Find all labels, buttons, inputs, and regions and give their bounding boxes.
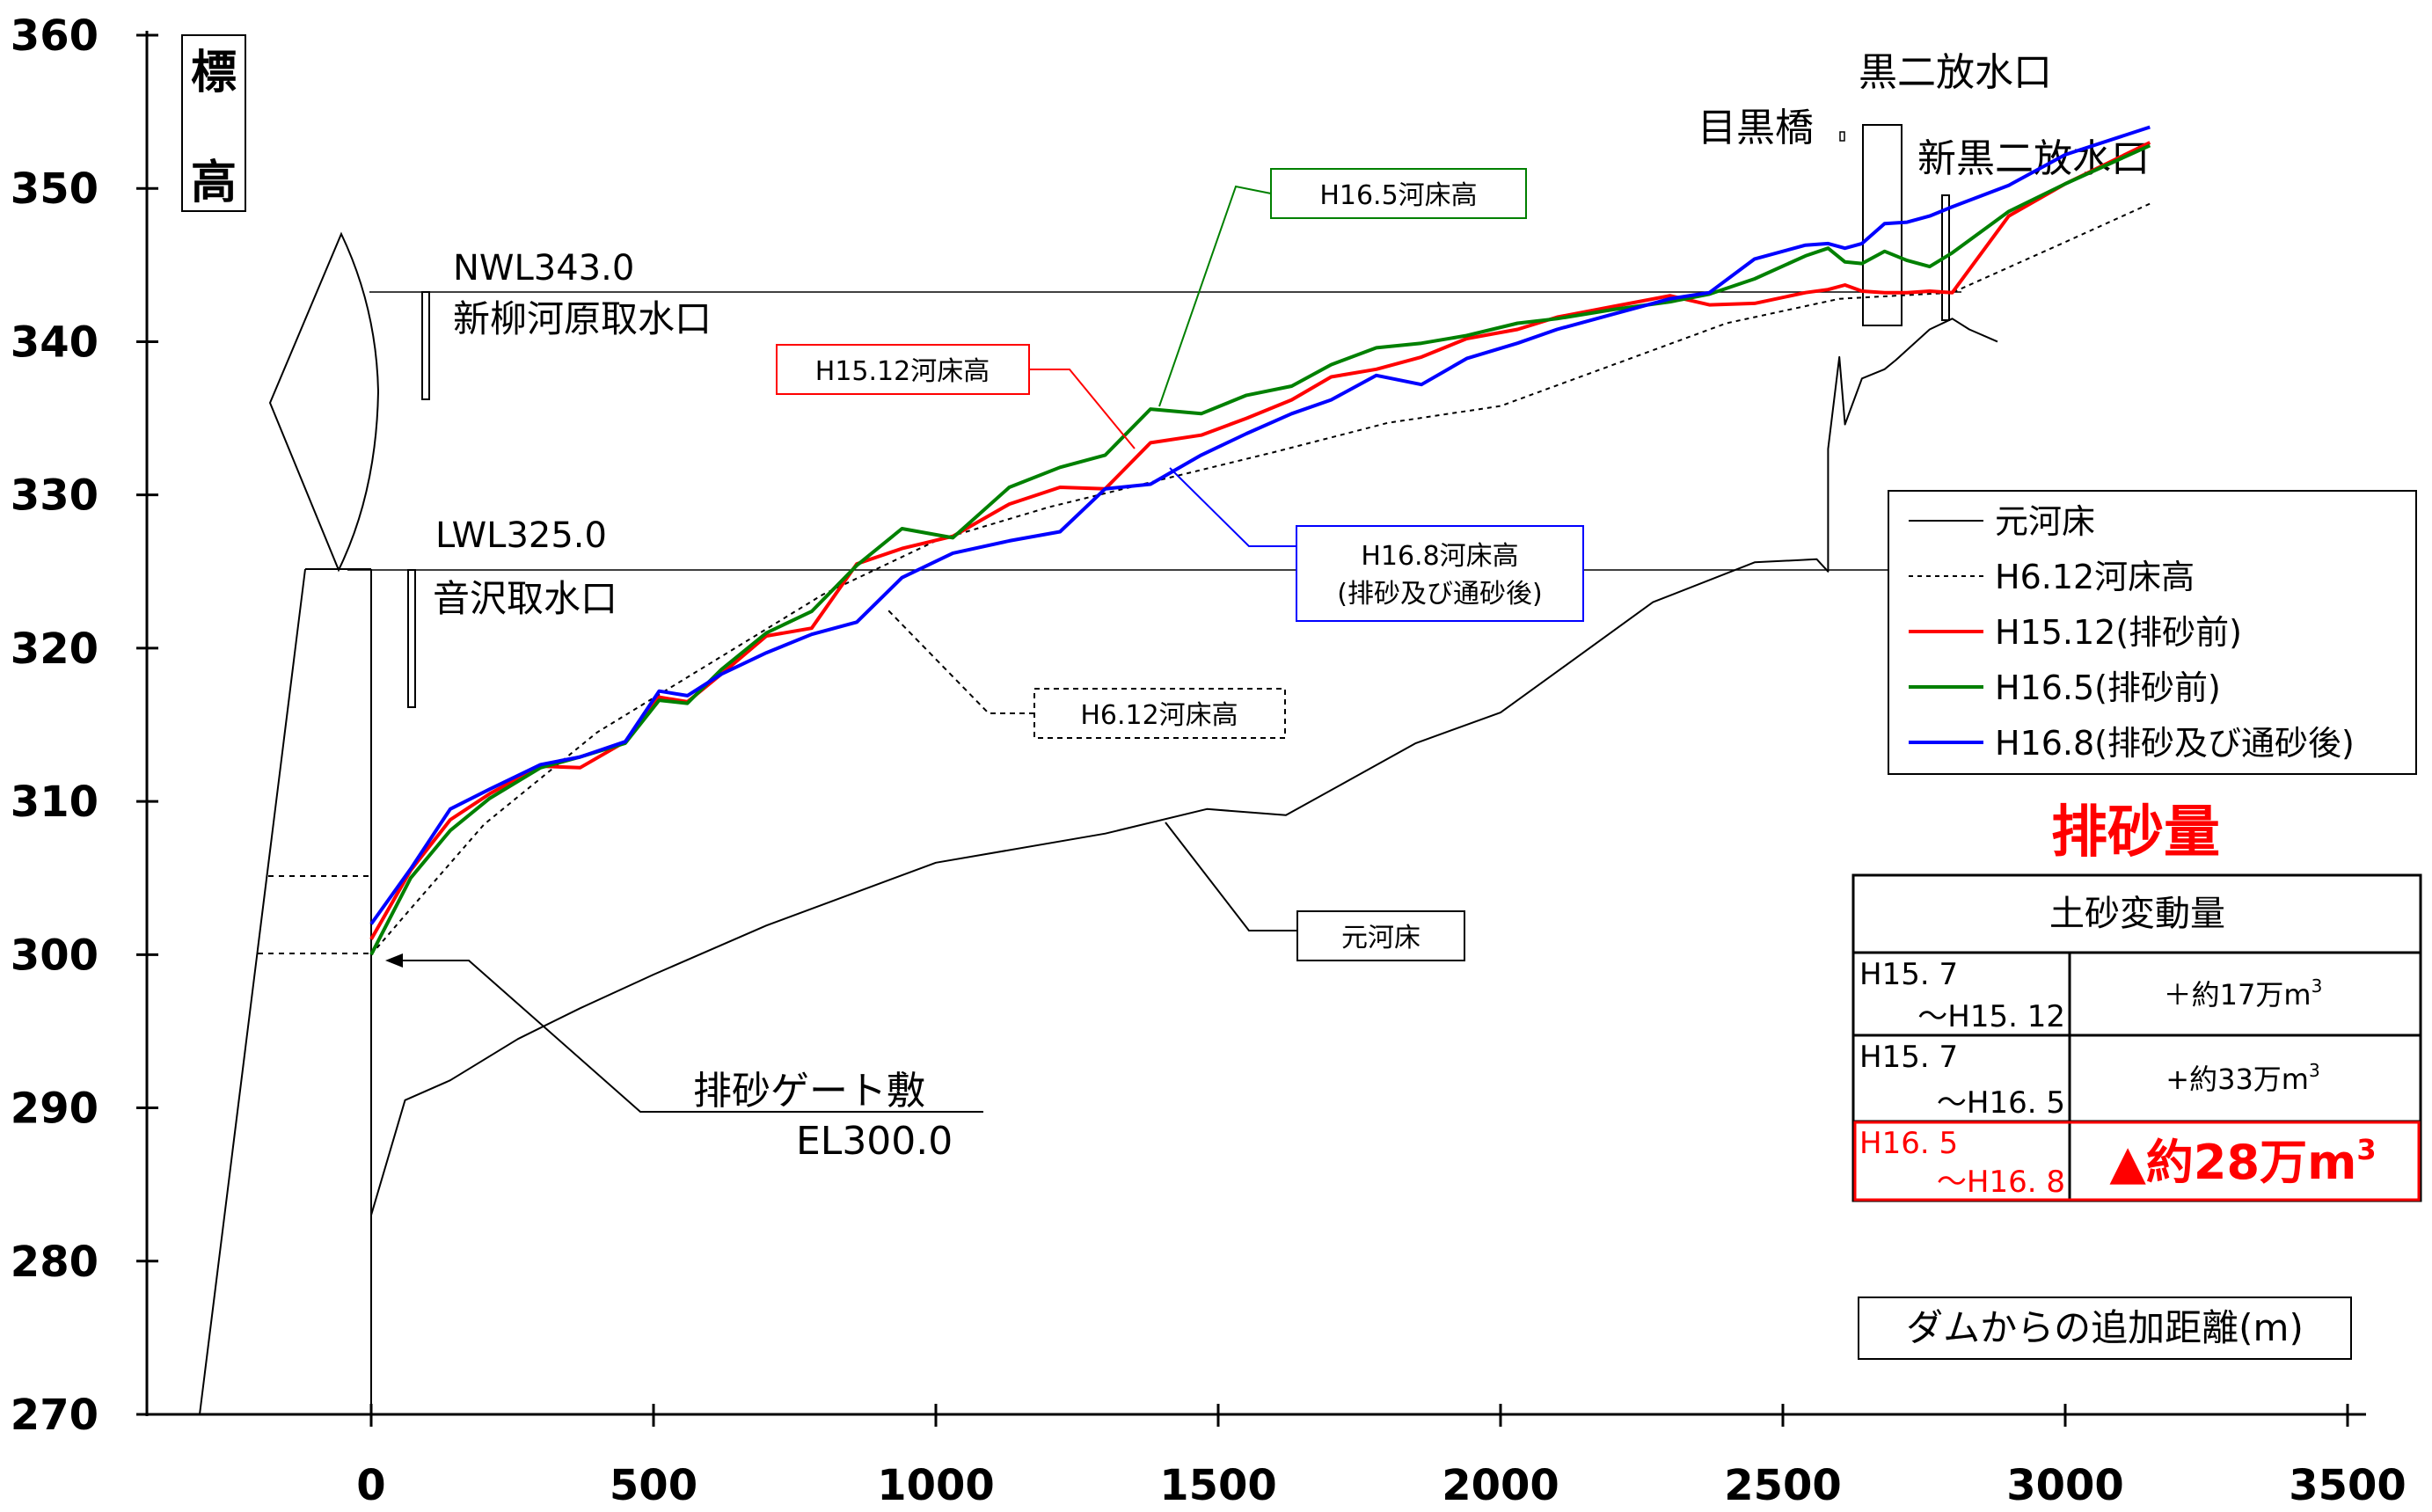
sediment-value-sup: 3: [2356, 1133, 2376, 1166]
y-axis-label-frame: [181, 34, 246, 212]
series-line-h1512: [369, 141, 2151, 940]
y-tick-label: 360: [11, 11, 99, 61]
callout-h168-leader: [1169, 467, 1296, 547]
legend-label-h1512: H15.12(排砂前): [1995, 613, 2242, 652]
x-axis-label: ダムからの追加距離(m): [1906, 1306, 2304, 1349]
x-tick-label: 500: [610, 1461, 697, 1510]
legend: 元河床 H6.12河床高 H15.12(排砂前) H16.5(排砂前) H16.8(排砂…: [1888, 490, 2417, 775]
sediment-period-end: ～H16. 8: [1937, 1165, 2065, 1200]
sediment-period-end: ～H15. 12: [1917, 999, 2065, 1034]
y-tick-label: 280: [11, 1238, 99, 1287]
sediment-value: ＋約17万m3: [2164, 975, 2323, 1012]
intake-shinyanagi-label: 新柳河原取水口: [453, 297, 712, 340]
sediment-period-start: H16. 5: [1859, 1126, 1958, 1161]
gate-arrowhead: [385, 953, 403, 968]
sediment-table: 排砂量 土砂変動量 H15. 7 ～H15. 12 ＋約17万m3 H15. 7 ～H1…: [1851, 800, 2422, 1202]
dam-upstream-face: [199, 568, 306, 1415]
sediment-row-highlight: [1853, 1121, 2421, 1202]
y-tick-group: 270 280 290 300 310 320 330 340 350 360: [11, 11, 158, 1440]
gate-el-label: EL300.0: [796, 1119, 953, 1164]
sediment-value-sup: 3: [2309, 1060, 2320, 1081]
legend-label-h165: H16.5(排砂前): [1995, 668, 2221, 707]
y-tick-label: 340: [11, 318, 99, 367]
y-tick-label: 350: [11, 164, 99, 214]
x-axis-label-box: ダムからの追加距離(m): [1858, 1297, 2352, 1360]
y-tick-label: 300: [11, 931, 99, 980]
legend-label-h168: H16.8(排砂及び通砂後): [1995, 724, 2355, 763]
callout-orig-leader: [1165, 822, 1297, 931]
callout-h1512-text: H15.12河床高: [815, 356, 990, 387]
callouts: H16.5河床高 H15.12河床高 H16.8河床高 (排砂及び通砂後) H6…: [776, 168, 1584, 961]
nwl-label: NWL343.0: [453, 248, 634, 289]
x-tick-label: 0: [356, 1461, 385, 1510]
water-levels: NWL343.0 LWL325.0 新柳河原取水口 音沢取水口: [347, 248, 1961, 708]
sediment-value: ▲約28万m3: [2109, 1133, 2376, 1190]
sediment-table-frame: [1851, 873, 2422, 1202]
callout-h612-text: H6.12河床高: [1080, 700, 1238, 731]
y-tick-label: 290: [11, 1085, 99, 1134]
series-line-orig: [370, 318, 1998, 1216]
series-line-h612: [370, 202, 2151, 955]
x-axis-label-frame: [1858, 1297, 2352, 1360]
callout-h612-leader: [887, 610, 1034, 714]
sediment-period-end: ～H16. 5: [1937, 1085, 2065, 1121]
callout-h612-box: [1033, 688, 1286, 739]
y-tick-label: 320: [11, 625, 99, 674]
callout-h165-text: H16.5河床高: [1319, 180, 1477, 211]
x-tick-label: 2000: [1442, 1461, 1559, 1510]
sediment-value: +約33万m3: [2165, 1060, 2319, 1096]
y-axis-label-char-1: 標: [191, 47, 237, 99]
sediment-table-rows: H15. 7 ～H15. 12 ＋約17万m3 H15. 7 ～H16. 5 +約33万m…: [1853, 953, 2421, 1202]
y-axis-label-char-2: 高: [191, 157, 237, 209]
y-axis-label-box: 標 高: [181, 34, 246, 212]
gate-label: 排砂ゲート敷: [693, 1069, 925, 1114]
legend-label-h612: H6.12河床高: [1995, 558, 2195, 596]
callout-h1512-box: [776, 344, 1030, 395]
intake-shinyanagi-marker: [421, 291, 430, 400]
gate-annotation: 排砂ゲート敷 EL300.0: [385, 953, 983, 1164]
series-line-h168: [369, 125, 2151, 925]
callout-h165-box: [1270, 168, 1527, 219]
y-tick-label: 270: [11, 1391, 99, 1440]
callout-orig-box: [1296, 910, 1465, 961]
dam-crest-shape: [268, 231, 380, 573]
lwl-label: LWL325.0: [435, 515, 607, 556]
callout-h168-box: [1296, 525, 1584, 622]
intake-otozawa-label: 音沢取水口: [433, 577, 617, 620]
legend-label-orig: 元河床: [1995, 502, 2095, 541]
kuroni-outlet-marker: [1862, 124, 1903, 326]
intake-otozawa-marker: [407, 569, 416, 708]
callout-orig-text: 元河床: [1341, 923, 1420, 953]
y-tick-label: 310: [11, 778, 99, 827]
sediment-period-start: H15. 7: [1859, 1040, 1958, 1075]
series-line-h165: [369, 143, 2151, 956]
x-tick-label: 3000: [2006, 1461, 2124, 1510]
sediment-value-sup: 3: [2311, 975, 2323, 997]
x-tick-label: 1000: [877, 1461, 995, 1510]
axes: 270 280 290 300 310 320 330 340 350 360 0 500 1000 1…: [11, 11, 2406, 1510]
callout-h165-leader: [1158, 185, 1272, 407]
outlets: 目黒橋 黒二放水口 新黒二放水口: [1698, 50, 2150, 326]
x-tick-label: 3500: [2289, 1461, 2406, 1510]
callout-h168-text-1: H16.8河床高: [1361, 541, 1518, 572]
dam-structure: [199, 231, 380, 1415]
x-tick-label: 1500: [1159, 1461, 1277, 1510]
series-group: [369, 125, 2151, 1216]
y-tick-label: 330: [11, 471, 99, 521]
sediment-table-header: 土砂変動量: [2049, 894, 2225, 934]
x-tick-label: 2500: [1724, 1461, 1842, 1510]
gate-leader-line: [396, 960, 983, 1113]
sediment-table-title: 排砂量: [2051, 800, 2220, 866]
meguro-bridge-marker: [1839, 131, 1845, 142]
sediment-period-start: H15. 7: [1859, 957, 1958, 992]
kuroni-outlet-label: 黒二放水口: [1859, 50, 2052, 95]
callout-h1512-leader: [1029, 369, 1136, 449]
meguro-bridge-label: 目黒橋: [1698, 106, 1814, 150]
x-tick-group: 0 500 1000 1500 2000 2500 3000 3500: [356, 1404, 2406, 1510]
callout-h168-text-2: (排砂及び通砂後): [1337, 579, 1542, 610]
